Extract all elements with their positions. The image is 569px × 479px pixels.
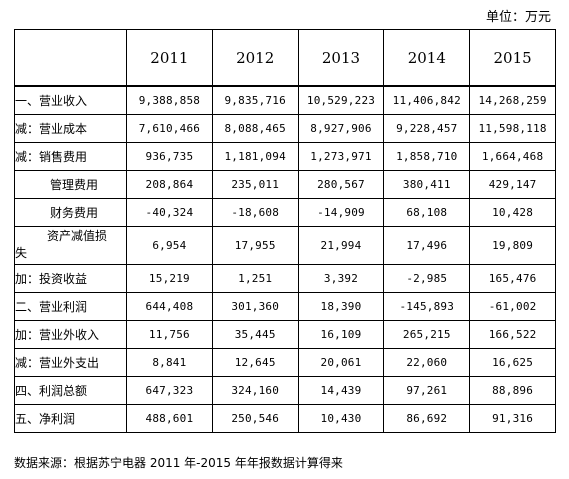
table-cell: 1,181,094 — [211, 142, 299, 171]
row-label: 减：销售费用 — [14, 142, 127, 171]
year-header: 2011 — [126, 29, 213, 87]
table-cell: 488,601 — [126, 404, 213, 433]
table-cell: 10,529,223 — [297, 85, 385, 115]
table-cell: 208,864 — [126, 170, 213, 199]
table-cell: 11,598,118 — [469, 114, 556, 143]
table-row: 管理费用 208,864 235,011 280,567 380,411 429… — [14, 170, 556, 199]
table-row: 减：营业成本 7,610,466 8,088,465 8,927,906 9,2… — [14, 114, 556, 143]
table-cell: 301,360 — [211, 292, 299, 321]
header-blank-cell — [14, 29, 127, 87]
table-cell: 20,061 — [297, 348, 385, 377]
table-cell: 9,228,457 — [383, 114, 471, 143]
table-cell: -145,893 — [383, 292, 471, 321]
table-cell: 1,858,710 — [383, 142, 471, 171]
table-cell: 17,496 — [383, 226, 471, 265]
table-cell: 17,955 — [211, 226, 299, 265]
table-cell: 16,625 — [469, 348, 556, 377]
table-cell: 936,735 — [126, 142, 213, 171]
table-cell: 7,610,466 — [126, 114, 213, 143]
table-row: 五、净利润 488,601 250,546 10,430 86,692 91,3… — [14, 404, 556, 433]
table-cell: 35,445 — [211, 320, 299, 349]
table-cell: 6,954 — [126, 226, 213, 265]
row-label: 加：营业外收入 — [14, 320, 127, 349]
table-cell: -40,324 — [126, 198, 213, 227]
table-row: 加：营业外收入 11,756 35,445 16,109 265,215 166… — [14, 320, 556, 349]
table-cell: 250,546 — [211, 404, 299, 433]
table-cell: 16,109 — [297, 320, 385, 349]
table-cell: 14,268,259 — [469, 85, 556, 115]
table-cell: 280,567 — [297, 170, 385, 199]
table-cell: -2,985 — [383, 264, 471, 293]
table-cell: 8,841 — [126, 348, 213, 377]
table-cell: 12,645 — [211, 348, 299, 377]
year-header: 2015 — [469, 29, 556, 87]
table-cell: 1,273,971 — [297, 142, 385, 171]
table-cell: 11,406,842 — [383, 85, 471, 115]
row-label: 资产减值损 失 — [14, 226, 127, 265]
row-label: 一、营业收入 — [14, 85, 127, 115]
financial-table: 2011 2012 2013 2014 2015 一、营业收入 9,388,85… — [14, 29, 556, 433]
table-row: 资产减值损 失 6,954 17,955 21,994 17,496 19,80… — [14, 226, 556, 265]
table-cell: 380,411 — [383, 170, 471, 199]
table-cell: 644,408 — [126, 292, 213, 321]
table-cell: 1,664,468 — [469, 142, 556, 171]
table-row: 财务费用 -40,324 -18,608 -14,909 68,108 10,4… — [14, 198, 556, 227]
row-label-line1: 资产减值损 — [47, 229, 108, 243]
table-cell: 324,160 — [211, 376, 299, 405]
source-note: 数据来源：根据苏宁电器 2011 年-2015 年年报数据计算得来 — [14, 456, 343, 470]
table-cell: 18,390 — [297, 292, 385, 321]
table-cell: 21,994 — [297, 226, 385, 265]
table-cell: -14,909 — [297, 198, 385, 227]
table-cell: 10,430 — [297, 404, 385, 433]
table-row: 四、利润总额 647,323 324,160 14,439 97,261 88,… — [14, 376, 556, 405]
table-cell: 8,927,906 — [297, 114, 385, 143]
table-cell: 8,088,465 — [211, 114, 299, 143]
row-label: 减：营业成本 — [14, 114, 127, 143]
table-row: 减：营业外支出 8,841 12,645 20,061 22,060 16,62… — [14, 348, 556, 377]
table-cell: -18,608 — [211, 198, 299, 227]
table-cell: 265,215 — [383, 320, 471, 349]
row-label: 管理费用 — [14, 170, 127, 199]
table-row: 减：销售费用 936,735 1,181,094 1,273,971 1,858… — [14, 142, 556, 171]
row-label: 二、营业利润 — [14, 292, 127, 321]
row-label: 五、净利润 — [14, 404, 127, 433]
table-row: 加：投资收益 15,219 1,251 3,392 -2,985 165,476 — [14, 264, 556, 293]
table-cell: -61,002 — [469, 292, 556, 321]
table-cell: 14,439 — [297, 376, 385, 405]
year-header: 2014 — [383, 29, 471, 87]
table-cell: 1,251 — [211, 264, 299, 293]
row-label: 减：营业外支出 — [14, 348, 127, 377]
unit-label: 单位：万元 — [485, 10, 551, 25]
table-cell: 10,428 — [469, 198, 556, 227]
table-cell: 429,147 — [469, 170, 556, 199]
row-label: 四、利润总额 — [14, 376, 127, 405]
table-cell: 235,011 — [211, 170, 299, 199]
header-row: 2011 2012 2013 2014 2015 — [14, 29, 556, 87]
table-row: 二、营业利润 644,408 301,360 18,390 -145,893 -… — [14, 292, 556, 321]
table-cell: 97,261 — [383, 376, 471, 405]
table-cell: 68,108 — [383, 198, 471, 227]
table-cell: 86,692 — [383, 404, 471, 433]
table-cell: 647,323 — [126, 376, 213, 405]
table-cell: 11,756 — [126, 320, 213, 349]
table-cell: 165,476 — [469, 264, 556, 293]
table-cell: 88,896 — [469, 376, 556, 405]
row-label-line2: 失 — [15, 246, 28, 260]
table-cell: 22,060 — [383, 348, 471, 377]
table-cell: 166,522 — [469, 320, 556, 349]
year-header: 2012 — [211, 29, 299, 87]
row-label: 加：投资收益 — [14, 264, 127, 293]
year-header: 2013 — [297, 29, 385, 87]
table-cell: 9,388,858 — [126, 85, 213, 115]
table-cell: 15,219 — [126, 264, 213, 293]
table-cell: 91,316 — [469, 404, 556, 433]
table-cell: 3,392 — [297, 264, 385, 293]
table-cell: 9,835,716 — [211, 85, 299, 115]
row-label: 财务费用 — [14, 198, 127, 227]
table-row: 一、营业收入 9,388,858 9,835,716 10,529,223 11… — [14, 85, 556, 115]
table-cell: 19,809 — [469, 226, 556, 265]
